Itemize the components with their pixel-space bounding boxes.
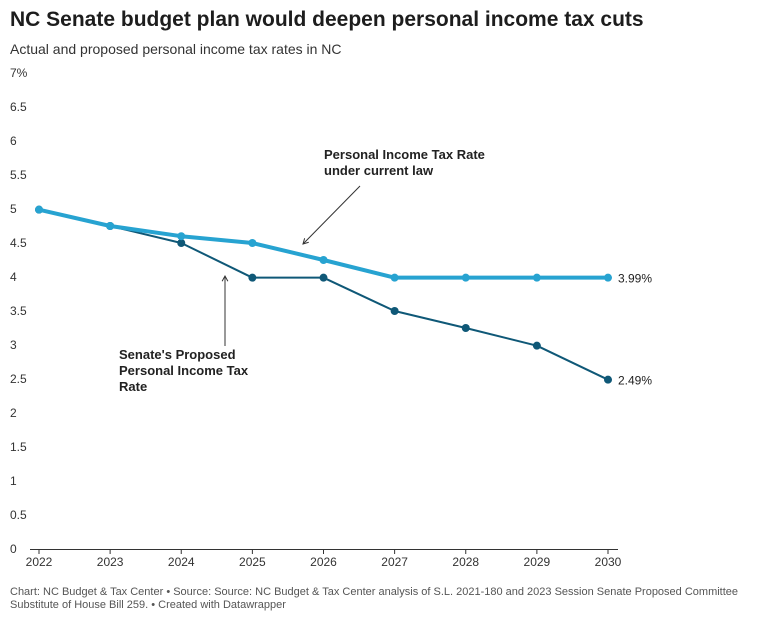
series-line-0 [37, 207, 610, 280]
data-point [248, 273, 257, 282]
data-point [532, 341, 541, 350]
data-point [390, 307, 399, 315]
y-tick-label: 6.5 [10, 100, 27, 114]
annotation-label: Personal Income Tax Rate under current la… [324, 147, 485, 178]
x-axis: 2022 2023 2024 2025 2026 2027 2028 2029 2030 [26, 549, 622, 569]
y-tick-label: 3 [10, 338, 17, 352]
x-tick-label: 2023 [97, 555, 124, 569]
y-tick-label: 4.5 [10, 236, 27, 250]
x-tick-label: 2029 [524, 555, 551, 569]
y-tick-label: 3.5 [10, 304, 27, 318]
y-tick-label: 5.5 [10, 168, 27, 182]
y-axis: 0 0.5 1 1.5 2 2.5 3 3.5 4 4.5 5 5.5 6 6.5 7% [10, 66, 28, 556]
y-tick-label: 0.5 [10, 508, 27, 522]
y-tick-label: 5 [10, 202, 17, 216]
y-tick-label: 4 [10, 270, 17, 284]
data-point [461, 324, 470, 332]
x-tick-label: 2025 [239, 555, 266, 569]
data-point [106, 222, 115, 230]
annotation-arrowhead [221, 274, 229, 282]
data-point [35, 205, 43, 214]
y-tick-label: 2 [10, 406, 17, 420]
y-tick-label: 1 [10, 474, 17, 488]
series-end-label: 2.49% [618, 374, 652, 388]
x-tick-label: 2027 [381, 555, 408, 569]
data-point [248, 239, 257, 247]
data-point [604, 273, 612, 282]
annotation-arrowhead [302, 238, 309, 245]
data-point [604, 375, 612, 384]
y-tick-label: 2.5 [10, 372, 27, 386]
series-lines: 2.49% 3.99% [35, 205, 652, 388]
y-tick-label: 1.5 [10, 440, 27, 454]
annotation-arrow [302, 185, 361, 245]
x-tick-label: 2024 [168, 555, 195, 569]
chart-footer: Chart: NC Budget & Tax Center • Source: … [10, 586, 739, 611]
annotations: Personal Income Tax Rate under current la… [119, 147, 485, 394]
y-tick-label: 0 [10, 542, 17, 556]
data-point [319, 256, 328, 264]
data-point [532, 273, 541, 282]
x-tick-label: 2030 [595, 555, 622, 569]
data-point [319, 273, 328, 282]
data-point [390, 273, 399, 282]
chart-title: NC Senate budget plan would deepen perso… [10, 8, 644, 31]
series-end-label: 3.99% [618, 272, 652, 286]
x-tick-label: 2022 [26, 555, 53, 569]
annotation-label: Senate's Proposed Personal Income Tax Rate [119, 347, 249, 394]
chart-subtitle: Actual and proposed personal income tax … [10, 41, 342, 57]
data-point [177, 232, 186, 241]
y-tick-label: 7% [10, 66, 28, 80]
y-tick-label: 6 [10, 134, 17, 148]
x-tick-label: 2028 [452, 555, 479, 569]
data-point [177, 239, 186, 247]
data-point [461, 273, 470, 282]
x-tick-label: 2026 [310, 555, 337, 569]
